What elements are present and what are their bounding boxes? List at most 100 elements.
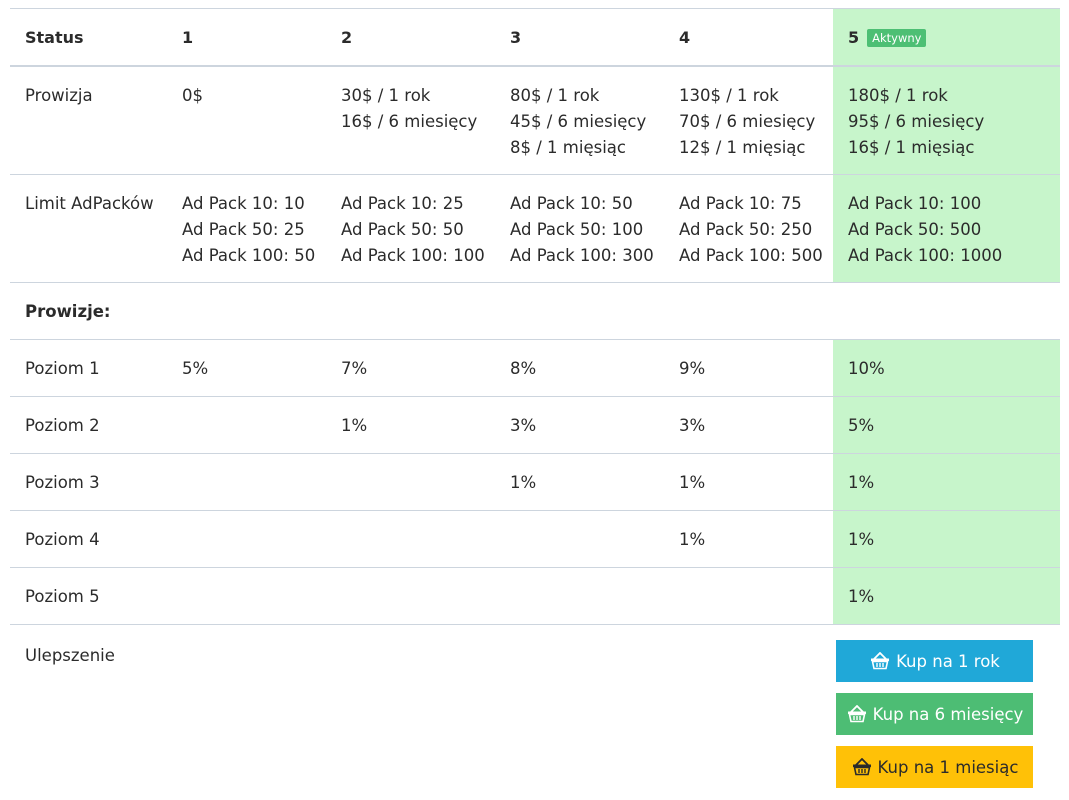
level-1-header: 1 [182, 28, 194, 47]
buy-6-months-button[interactable]: Kup na 6 miesięcy [836, 693, 1034, 735]
poziom-5-value-2 [326, 568, 495, 624]
limit-5-line-2: Ad Pack 50: 500 [848, 220, 982, 239]
limit-cell-3: Ad Pack 10: 50 Ad Pack 50: 100 Ad Pack 1… [495, 175, 664, 282]
prowizja-cell-3: 80$ / 1 rok 45$ / 6 miesięcy 8$ / 1 mięs… [495, 67, 664, 174]
poziom-4-label: Poziom 4 [25, 530, 100, 549]
basket-icon [852, 758, 871, 776]
limit-2-line-3: Ad Pack 100: 100 [341, 246, 485, 265]
prowizja-2-line-1: 30$ / 1 rok [341, 86, 431, 105]
poziom-5-label: Poziom 5 [25, 587, 100, 606]
level-3-header: 3 [510, 28, 522, 47]
upgrade-buttons: Kup na 1 rok Kup na 6 miesięcy K [821, 625, 1060, 795]
level-4-header: 4 [679, 28, 691, 47]
poziom-4-value-1 [167, 511, 326, 567]
buy-1-year-label: Kup na 1 rok [896, 651, 1000, 671]
limit-4-line-1: Ad Pack 10: 75 [679, 194, 802, 213]
limit-cell-1: Ad Pack 10: 10 Ad Pack 50: 25 Ad Pack 10… [167, 175, 326, 282]
prowizja-cell-2: 30$ / 1 rok 16$ / 6 miesięcy [326, 67, 495, 174]
poziom-1-value-5: 10% [833, 340, 1060, 396]
poziom-3-value-1 [167, 454, 326, 510]
prowizja-3-line-3: 8$ / 1 mięsiąc [510, 138, 626, 157]
limit-3-line-3: Ad Pack 100: 300 [510, 246, 654, 265]
table-row-upgrade: Ulepszenie Kup na 1 rok [10, 625, 1060, 795]
prowizja-4-line-3: 12$ / 1 mięsiąc [679, 138, 806, 157]
upgrade-empty-2 [322, 625, 489, 795]
poziom-2-value-5: 5% [833, 397, 1060, 453]
limit-3-line-2: Ad Pack 50: 100 [510, 220, 644, 239]
upgrade-empty-1 [165, 625, 322, 795]
upgrade-empty-3 [488, 625, 655, 795]
prowizja-label: Prowizja [25, 86, 93, 105]
limit-label: Limit AdPacków [25, 194, 154, 213]
upgrade-empty-4 [655, 625, 822, 795]
limit-4-line-2: Ad Pack 50: 250 [679, 220, 813, 239]
poziom-1-label: Poziom 1 [25, 359, 100, 378]
poziom-3-value-3: 1% [510, 473, 537, 492]
poziom-3-label: Poziom 3 [25, 473, 100, 492]
poziom-2-value-3: 3% [510, 416, 537, 435]
buy-6-months-label: Kup na 6 miesięcy [872, 704, 1024, 724]
poziom-4-value-3 [495, 511, 664, 567]
poziom-4-value-5: 1% [833, 511, 1060, 567]
table-row-poziom-4: Poziom 4 1% 1% [10, 511, 1060, 568]
status-header: Status [25, 28, 84, 47]
limit-1-line-3: Ad Pack 100: 50 [182, 246, 316, 265]
buy-1-month-button[interactable]: Kup na 1 miesiąc [836, 746, 1034, 788]
level-2-header: 2 [341, 28, 353, 47]
limit-cell-4: Ad Pack 10: 75 Ad Pack 50: 250 Ad Pack 1… [664, 175, 833, 282]
limit-2-line-1: Ad Pack 10: 25 [341, 194, 464, 213]
status-table: Status 1 2 3 4 5 Aktywny Prowizja 0$ 30$ … [10, 8, 1060, 795]
table-row-poziom-5: Poziom 5 1% [10, 568, 1060, 625]
limit-5-line-3: Ad Pack 100: 1000 [848, 246, 1003, 265]
prowizja-3-line-2: 45$ / 6 miesięcy [510, 112, 647, 131]
poziom-5-value-4 [664, 568, 833, 624]
poziom-1-value-1: 5% [182, 359, 209, 378]
poziom-5-value-5: 1% [833, 568, 1060, 624]
poziom-3-value-4: 1% [679, 473, 706, 492]
limit-3-line-1: Ad Pack 10: 50 [510, 194, 633, 213]
poziom-3-value-5: 1% [833, 454, 1060, 510]
basket-icon [847, 705, 866, 723]
prowizja-5-line-1: 180$ / 1 rok [848, 86, 948, 105]
poziom-4-value-4: 1% [679, 530, 706, 549]
buy-1-month-label: Kup na 1 miesiąc [877, 757, 1019, 777]
prowizja-1-line-1: 0$ [182, 86, 203, 105]
limit-4-line-3: Ad Pack 100: 500 [679, 246, 823, 265]
limit-2-line-2: Ad Pack 50: 50 [341, 220, 464, 239]
prowizja-2-line-2: 16$ / 6 miesięcy [341, 112, 478, 131]
basket-icon [871, 652, 890, 670]
poziom-2-value-4: 3% [679, 416, 706, 435]
level-5-header: 5 Aktywny [833, 9, 1060, 65]
limit-cell-5: Ad Pack 10: 100 Ad Pack 50: 500 Ad Pack … [833, 175, 1060, 282]
prowizja-4-line-2: 70$ / 6 miesięcy [679, 112, 816, 131]
limit-5-line-1: Ad Pack 10: 100 [848, 194, 982, 213]
poziom-3-value-2 [326, 454, 495, 510]
table-header-row: Status 1 2 3 4 5 Aktywny [10, 9, 1060, 67]
poziom-5-value-3 [495, 568, 664, 624]
buy-1-year-button[interactable]: Kup na 1 rok [836, 640, 1034, 682]
prowizja-4-line-1: 130$ / 1 rok [679, 86, 779, 105]
table-row-limit: Limit AdPacków Ad Pack 10: 10 Ad Pack 50… [10, 175, 1060, 283]
table-row-poziom-1: Poziom 1 5% 7% 8% 9% 10% [10, 340, 1060, 397]
level-5-number: 5 [848, 28, 860, 47]
poziom-1-value-2: 7% [341, 359, 368, 378]
poziom-1-value-4: 9% [679, 359, 706, 378]
active-badge: Aktywny [867, 29, 927, 47]
table-row-prowizja: Prowizja 0$ 30$ / 1 rok 16$ / 6 miesięcy… [10, 67, 1060, 175]
poziom-5-value-1 [167, 568, 326, 624]
prowizje-heading: Prowizje: [25, 302, 111, 321]
prowizja-cell-5: 180$ / 1 rok 95$ / 6 miesięcy 16$ / 1 mi… [833, 67, 1060, 174]
prowizja-5-line-2: 95$ / 6 miesięcy [848, 112, 985, 131]
prowizja-3-line-1: 80$ / 1 rok [510, 86, 600, 105]
prowizja-cell-4: 130$ / 1 rok 70$ / 6 miesięcy 12$ / 1 mi… [664, 67, 833, 174]
limit-cell-2: Ad Pack 10: 25 Ad Pack 50: 50 Ad Pack 10… [326, 175, 495, 282]
limit-1-line-2: Ad Pack 50: 25 [182, 220, 305, 239]
limit-1-line-1: Ad Pack 10: 10 [182, 194, 305, 213]
table-row-prowizje-heading: Prowizje: [10, 283, 1060, 340]
upgrade-label: Ulepszenie [25, 646, 115, 665]
poziom-1-value-3: 8% [510, 359, 537, 378]
poziom-2-label: Poziom 2 [25, 416, 100, 435]
poziom-4-value-2 [326, 511, 495, 567]
table-row-poziom-2: Poziom 2 1% 3% 3% 5% [10, 397, 1060, 454]
prowizja-cell-1: 0$ [167, 67, 326, 174]
